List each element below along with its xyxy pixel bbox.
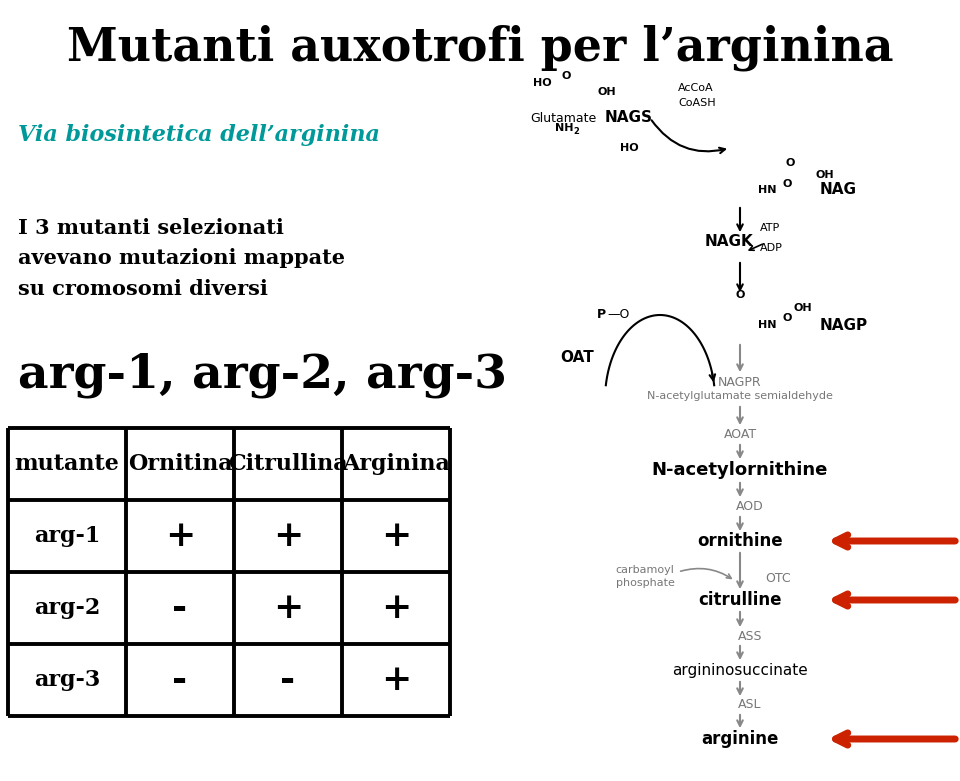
Text: arg-2: arg-2: [34, 597, 100, 619]
Text: mutante: mutante: [14, 453, 119, 475]
Text: AOAT: AOAT: [724, 429, 756, 441]
Text: O: O: [562, 71, 570, 81]
Text: -: -: [280, 663, 296, 697]
Text: OH: OH: [598, 87, 616, 97]
Text: O: O: [735, 290, 745, 300]
Text: +: +: [381, 591, 411, 625]
Text: HN: HN: [758, 320, 777, 330]
Text: +: +: [165, 519, 195, 553]
Text: arg-1: arg-1: [34, 525, 100, 547]
Text: HO: HO: [533, 78, 552, 88]
Text: ADP: ADP: [760, 243, 782, 253]
Text: OH: OH: [793, 303, 811, 313]
Text: Mutanti auxotrofi per l’arginina: Mutanti auxotrofi per l’arginina: [67, 25, 893, 71]
Text: +: +: [273, 591, 303, 625]
Text: HO: HO: [620, 143, 638, 153]
Text: Arginina: Arginina: [342, 453, 450, 475]
Text: CoASH: CoASH: [678, 98, 715, 108]
Text: O: O: [785, 158, 795, 168]
Text: OH: OH: [815, 170, 833, 180]
Text: NAGPR: NAGPR: [718, 376, 762, 388]
Text: NAGP: NAGP: [820, 318, 868, 333]
Text: arginine: arginine: [702, 730, 779, 748]
Text: O: O: [782, 179, 792, 189]
Text: +: +: [273, 519, 303, 553]
Text: —O: —O: [607, 308, 630, 322]
Text: carbamoyl
phosphate: carbamoyl phosphate: [615, 565, 675, 588]
Text: Ornitina: Ornitina: [128, 453, 232, 475]
Text: HN: HN: [758, 185, 777, 195]
Text: N-acetylornithine: N-acetylornithine: [652, 461, 828, 479]
Text: ATP: ATP: [760, 223, 780, 233]
Text: -: -: [173, 591, 187, 625]
Text: O: O: [782, 313, 792, 323]
Text: NAG: NAG: [820, 183, 857, 198]
Text: +: +: [381, 519, 411, 553]
Text: AcCoA: AcCoA: [678, 83, 713, 93]
Text: OTC: OTC: [765, 572, 791, 584]
Text: Citrullina: Citrullina: [228, 453, 348, 475]
Text: I 3 mutanti selezionati
avevano mutazioni mappate
su cromosomi diversi: I 3 mutanti selezionati avevano mutazion…: [18, 218, 345, 299]
Text: argininosuccinate: argininosuccinate: [672, 662, 808, 677]
Text: Glutamate: Glutamate: [530, 112, 596, 124]
Text: Via biosintetica dell’arginina: Via biosintetica dell’arginina: [18, 124, 380, 146]
Text: N-acetylglutamate semialdehyde: N-acetylglutamate semialdehyde: [647, 391, 833, 401]
Text: ASS: ASS: [737, 629, 762, 643]
Text: ornithine: ornithine: [697, 532, 782, 550]
Text: NAGS: NAGS: [605, 110, 653, 126]
Text: +: +: [381, 663, 411, 697]
Text: 2: 2: [573, 127, 579, 137]
Text: NAGK: NAGK: [705, 234, 754, 249]
Text: OAT: OAT: [560, 351, 593, 366]
Text: arg-3: arg-3: [34, 669, 100, 691]
Text: ASL: ASL: [738, 698, 761, 711]
Text: arg-1, arg-2, arg-3: arg-1, arg-2, arg-3: [18, 352, 507, 398]
Text: P: P: [597, 308, 606, 322]
Text: citrulline: citrulline: [698, 591, 781, 609]
Text: -: -: [173, 663, 187, 697]
Text: NH: NH: [555, 123, 573, 133]
Text: AOD: AOD: [736, 501, 764, 513]
